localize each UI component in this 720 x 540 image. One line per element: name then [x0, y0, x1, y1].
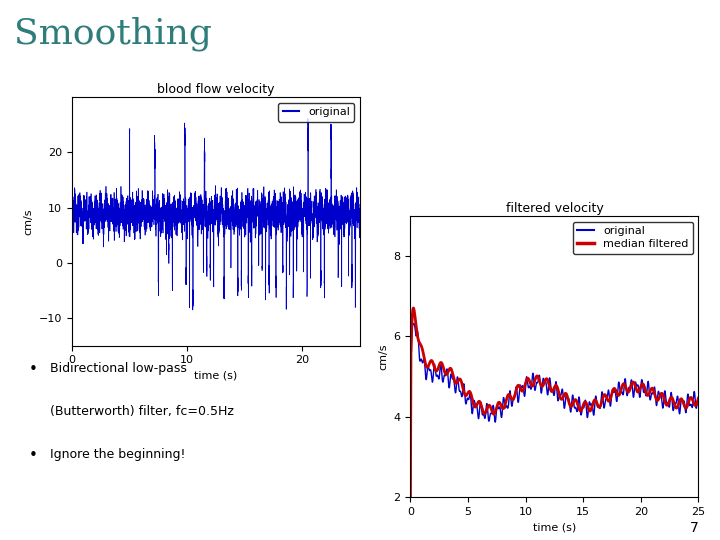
- Y-axis label: cm/s: cm/s: [23, 208, 33, 235]
- Text: •: •: [29, 448, 37, 463]
- Text: Ignore the beginning!: Ignore the beginning!: [50, 448, 186, 461]
- Text: 7: 7: [690, 521, 698, 535]
- X-axis label: time (s): time (s): [533, 522, 576, 532]
- Legend: original, median filtered: original, median filtered: [573, 221, 693, 254]
- Legend: original: original: [278, 103, 354, 122]
- Title: filtered velocity: filtered velocity: [505, 202, 603, 215]
- Y-axis label: cm/s: cm/s: [378, 343, 388, 370]
- X-axis label: time (s): time (s): [194, 371, 238, 381]
- Text: (Butterworth) filter, fc=0.5Hz: (Butterworth) filter, fc=0.5Hz: [50, 405, 234, 418]
- Text: Bidirectional low-pass: Bidirectional low-pass: [50, 362, 187, 375]
- Text: •: •: [29, 362, 37, 377]
- Text: Smoothing: Smoothing: [14, 16, 212, 51]
- Title: blood flow velocity: blood flow velocity: [157, 83, 275, 96]
